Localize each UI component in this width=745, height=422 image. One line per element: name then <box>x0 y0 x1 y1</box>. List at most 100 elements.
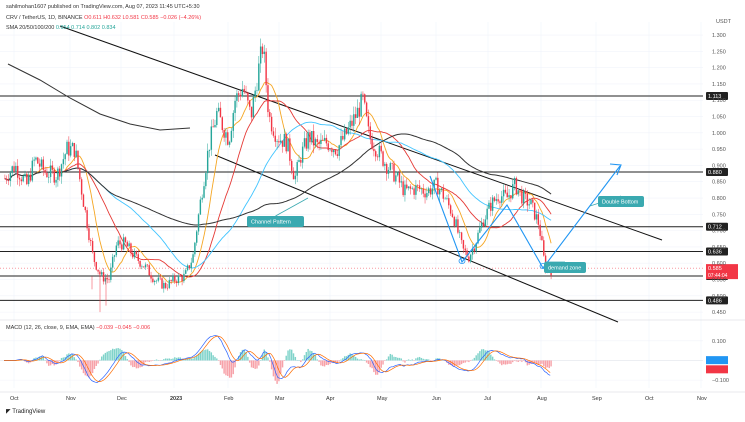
macd-histogram-bar <box>541 360 543 364</box>
candle-body <box>455 219 457 227</box>
candle-body <box>48 176 50 178</box>
macd-histogram-bar <box>126 359 129 361</box>
candle-body <box>31 160 34 181</box>
macd-histogram-bar <box>281 360 284 368</box>
candle-body <box>515 177 518 195</box>
macd-values: −0.039 −0.045 −0.006 <box>96 325 151 331</box>
candle-body <box>504 189 507 193</box>
time-axis[interactable]: Oct Nov Dec 2023 Feb Mar Apr May Jun Jul Aug Sep Oct… <box>10 396 707 402</box>
macd-histogram-bar <box>163 359 165 361</box>
sma-values: 0.654 0.714 0.802 0.834 <box>55 25 116 31</box>
candle-body <box>203 186 205 198</box>
macd-histogram-bar <box>305 351 308 361</box>
macd-histogram-bar <box>301 359 304 361</box>
macd-histogram-bar <box>347 354 350 361</box>
ohlc: O0.611 H0.632 L0.581 C0.585 −0.026 (−4.2… <box>84 15 202 21</box>
macd-histogram-bar <box>378 360 381 373</box>
macd-histogram-bar <box>424 359 426 361</box>
moving-averages <box>4 63 552 284</box>
grid <box>0 22 745 393</box>
macd-histogram-bar <box>311 351 313 361</box>
candle-body <box>460 232 463 241</box>
macd-histogram-bar <box>384 360 386 361</box>
candle-body <box>42 159 44 170</box>
time-tick-label: Nov <box>697 396 707 402</box>
candle-body <box>287 138 289 152</box>
macd-line <box>4 335 551 383</box>
candle-body <box>508 195 510 198</box>
candle-body <box>541 235 543 241</box>
candle-body <box>102 272 105 282</box>
macd-histogram-bar <box>77 360 79 363</box>
macd-histogram-bar <box>287 350 289 361</box>
candle-body <box>24 173 26 177</box>
macd-histogram-bar <box>111 348 114 361</box>
time-tick-label: Aug <box>537 396 547 402</box>
candle-body <box>115 245 118 256</box>
candle-body <box>152 278 154 283</box>
candle-body <box>44 169 46 173</box>
candle-body <box>442 188 445 199</box>
candle-body <box>404 184 406 196</box>
macd-histogram-bar <box>143 360 145 365</box>
bottom-marker <box>458 258 466 264</box>
candle-body <box>437 177 439 195</box>
macd-histogram-bar <box>354 356 357 361</box>
level-label-box <box>706 247 728 256</box>
macd-histogram-bar <box>234 360 236 368</box>
candle-body <box>97 269 99 272</box>
candle-body <box>535 214 538 220</box>
candle-body <box>18 177 21 180</box>
macd-histogram-bar <box>482 349 485 361</box>
candle-body <box>11 166 13 173</box>
macd-histogram-bar <box>166 358 169 361</box>
macd-histogram-bar <box>415 358 417 361</box>
candle-body <box>13 166 15 172</box>
macd-histogram-bar <box>216 358 218 361</box>
macd-histogram-bar <box>334 360 337 363</box>
candle-body <box>400 181 403 183</box>
macd-histogram-bar <box>322 360 324 367</box>
macd-histogram-bar <box>245 351 247 361</box>
macd-histogram-bar <box>342 358 344 361</box>
candle-body <box>267 85 269 113</box>
macd-histogram-bar <box>88 360 90 378</box>
candle-body <box>327 143 329 151</box>
candle-body <box>199 199 202 215</box>
price-axis[interactable]: 1.300 1.250 1.200 1.150 1.100 1.050 1.000 0.950… <box>712 33 726 316</box>
macd-histogram-bar <box>459 360 461 366</box>
macd-histogram-bar <box>495 360 497 361</box>
macd-histogram-bar <box>185 359 187 361</box>
candle-body <box>417 185 419 186</box>
candle-body <box>512 184 514 199</box>
macd-histogram-bar <box>197 353 200 361</box>
candle-body <box>16 165 19 178</box>
candle-body <box>157 277 160 281</box>
candle-body <box>289 138 291 161</box>
level-label: 0.880 <box>708 170 722 176</box>
candle-body <box>261 46 264 55</box>
macd-histogram-bar <box>190 358 192 361</box>
time-tick-label: May <box>377 396 388 402</box>
candle-body <box>252 96 255 118</box>
candle-body <box>35 157 37 160</box>
macd-histogram-bar <box>539 360 541 365</box>
candle-body <box>230 130 233 142</box>
candle-body <box>522 191 525 204</box>
candle-body <box>311 130 313 143</box>
macd-histogram-bar <box>398 357 401 361</box>
time-tick-label: Dec <box>117 396 127 402</box>
candle-body <box>68 141 70 156</box>
macd-histogram-bar <box>285 355 287 361</box>
macd-histogram-bar <box>174 357 176 361</box>
macd-histogram-bar <box>133 360 136 367</box>
sma-50-line <box>4 100 552 278</box>
candle-body <box>415 185 417 195</box>
candle-body <box>212 126 214 128</box>
macd-histogram-bar <box>223 360 225 374</box>
macd-histogram-bar <box>455 360 457 366</box>
macd-histogram-bar <box>303 355 306 361</box>
macd-histogram-bar <box>515 360 518 362</box>
macd-histogram-bar <box>199 351 202 361</box>
